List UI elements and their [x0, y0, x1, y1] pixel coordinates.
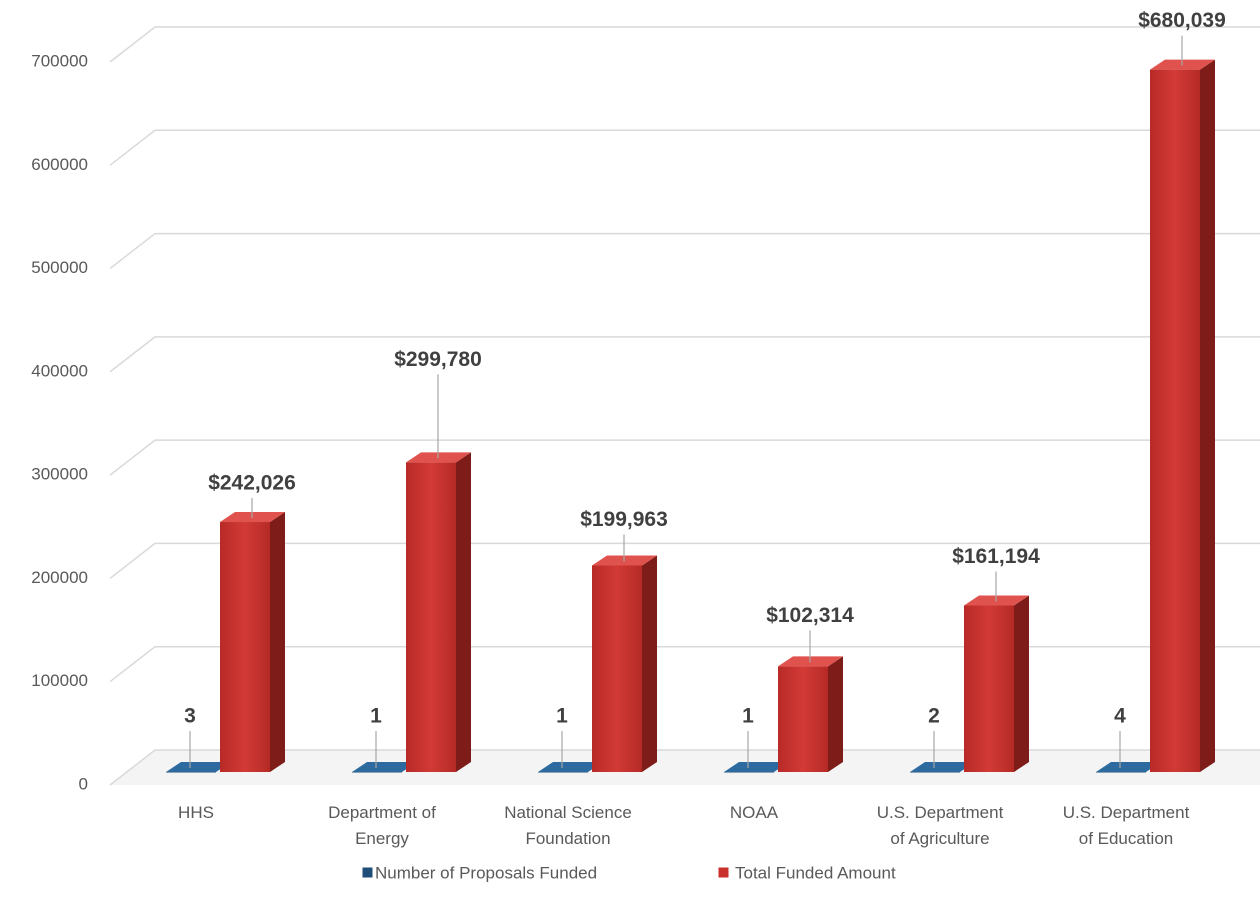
bar-face — [352, 761, 417, 772]
bar-face — [220, 522, 270, 772]
bar-face — [724, 771, 774, 773]
bar-face — [964, 605, 1014, 772]
bar-face — [406, 462, 456, 772]
data-label: 1 — [370, 705, 382, 728]
data-label: $161,194 — [952, 545, 1040, 568]
x-tick-label: Department of Energy — [328, 803, 436, 848]
y-tick-label: 100000 — [31, 671, 88, 690]
bar-face — [1014, 595, 1029, 772]
bar-face — [1200, 59, 1215, 772]
data-label: $299,780 — [394, 348, 482, 371]
data-label: $680,039 — [1138, 9, 1226, 32]
grid-line — [109, 336, 1260, 373]
bar — [964, 595, 1029, 772]
data-label: 2 — [928, 705, 940, 728]
data-label: 1 — [742, 705, 754, 728]
bar-face — [778, 666, 828, 772]
grid-line — [109, 26, 1260, 63]
data-label: 4 — [1114, 705, 1126, 728]
bar-face — [538, 761, 603, 772]
bar-face — [910, 771, 960, 773]
y-tick-label: 600000 — [31, 155, 88, 174]
data-label: 3 — [184, 705, 196, 728]
bar — [1150, 59, 1215, 772]
x-tick-label: U.S. Department of Education — [1062, 803, 1190, 848]
grid-line — [109, 542, 1260, 580]
bar-face — [352, 771, 402, 773]
grid-line — [109, 749, 1260, 786]
data-label: $102,314 — [766, 604, 854, 627]
legend-label: Number of Proposals Funded — [375, 863, 597, 882]
x-tick-label: HHS — [178, 803, 214, 822]
bar — [592, 555, 657, 772]
data-label: 1 — [556, 705, 568, 728]
grid-line — [109, 129, 1260, 166]
legend-swatch — [361, 866, 374, 879]
bar-face — [724, 761, 789, 772]
y-tick-label: 200000 — [31, 568, 88, 587]
y-tick-label: 300000 — [31, 465, 88, 484]
y-tick-label: 700000 — [31, 51, 88, 70]
bar — [778, 656, 843, 772]
bar-face — [828, 656, 843, 772]
bar — [220, 512, 285, 772]
grid-line — [109, 439, 1260, 476]
data-label: $242,026 — [208, 472, 296, 495]
bar-face — [1150, 69, 1200, 772]
x-tick-label: U.S. Department of Agriculture — [876, 803, 1004, 848]
y-tick-label: 500000 — [31, 258, 88, 277]
bar-face — [592, 565, 642, 772]
legend-swatch — [717, 866, 730, 879]
bar-face — [456, 452, 471, 772]
bar-face — [1096, 761, 1161, 772]
bar-face — [1096, 771, 1146, 773]
x-tick-label: National Science Foundation — [504, 803, 632, 848]
y-tick-label: 400000 — [31, 361, 88, 380]
bar-face — [910, 761, 975, 772]
grid-line — [109, 645, 1260, 683]
bar-face — [538, 771, 588, 773]
bar-face — [642, 555, 657, 772]
bar — [406, 452, 471, 772]
grid-line — [109, 232, 1260, 270]
bar-face — [270, 512, 285, 772]
bar-face — [166, 761, 231, 772]
x-tick-label: NOAA — [729, 803, 779, 822]
data-label: $199,963 — [580, 508, 668, 531]
bar-face — [166, 771, 216, 773]
y-tick-label: 0 — [79, 774, 88, 793]
legend-label: Total Funded Amount — [735, 863, 896, 882]
